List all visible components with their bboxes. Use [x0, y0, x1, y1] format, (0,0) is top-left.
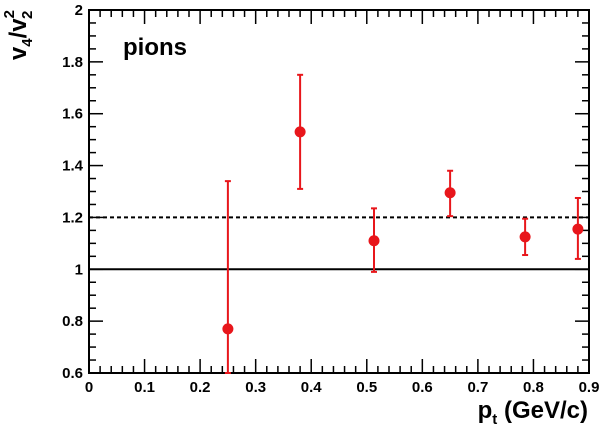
y-axis-title: v4/v22	[1, 10, 36, 60]
data-marker	[222, 323, 234, 335]
x-tick-label: 0.7	[467, 379, 488, 396]
y-tick-label: 1.4	[62, 158, 84, 175]
reference-lines	[89, 216, 589, 271]
y-tick-label: 0.6	[62, 365, 83, 382]
tick-labels: 0 0.1 0.2 0.3 0.4 0.5 0.6 0.7 0.8 0.9 0.6 0.8 1 1.2 1.…	[62, 2, 599, 396]
axis-ticks	[88, 9, 590, 374]
data-marker	[294, 126, 306, 138]
chart-annotation: pions	[123, 34, 187, 61]
data-point-6	[572, 196, 584, 260]
data-marker	[444, 187, 456, 199]
x-tick-label: 0	[85, 379, 93, 396]
y-tick-label: 0.8	[62, 313, 83, 330]
data-point-4	[444, 169, 456, 218]
data-marker	[368, 235, 380, 247]
y-tick-label: 2	[75, 2, 83, 19]
data-marker	[519, 231, 531, 243]
data-points	[222, 73, 584, 374]
x-axis-title: pt (GeV/c)	[478, 397, 588, 428]
x-tick-label: 0.6	[412, 379, 433, 396]
x-tick-label: 0.8	[523, 379, 544, 396]
y-tick-label: 1	[75, 261, 83, 278]
y-tick-label: 1.2	[62, 209, 83, 226]
data-point-2	[294, 73, 306, 190]
x-tick-label: 0.9	[579, 379, 600, 396]
data-point-1	[222, 180, 234, 374]
data-marker	[572, 223, 584, 235]
data-point-3	[368, 207, 380, 273]
x-tick-label: 0.4	[301, 379, 323, 396]
data-point-5	[519, 217, 531, 257]
x-tick-label: 0.5	[356, 379, 377, 396]
x-tick-label: 0.3	[245, 379, 266, 396]
x-tick-label: 0.1	[134, 379, 155, 396]
y-tick-label: 1.8	[62, 54, 83, 71]
y-tick-label: 1.6	[62, 106, 83, 123]
plot-frame	[88, 9, 590, 374]
x-tick-label: 0.2	[190, 379, 211, 396]
